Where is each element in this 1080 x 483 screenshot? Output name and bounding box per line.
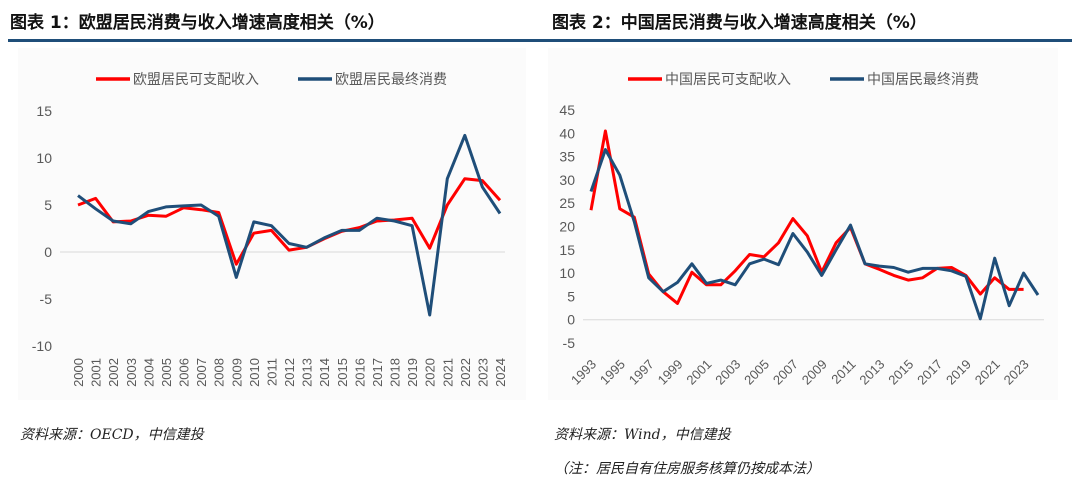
right-chart-title: 图表 2：中国居民消费与收入增速高度相关（%） (552, 13, 927, 33)
x-tick-label: 2021 (440, 358, 455, 387)
legend-label: 中国居民可支配收入 (665, 71, 791, 87)
x-tick-label: 1993 (568, 357, 599, 388)
x-tick-label: 2006 (177, 358, 192, 387)
x-tick-label: 2009 (229, 358, 244, 387)
x-tick-label: 2013 (856, 357, 887, 388)
x-tick-label: 2020 (423, 358, 438, 387)
legend-label: 中国居民最终消费 (867, 71, 979, 87)
x-tick-label: 2013 (300, 358, 315, 387)
y-tick-label: 30 (559, 172, 575, 188)
x-tick-label: 2002 (106, 358, 121, 387)
x-tick-label: 1999 (655, 357, 686, 388)
x-tick-label: 2001 (683, 357, 714, 388)
legend-label: 欧盟居民最终消费 (335, 71, 447, 87)
x-tick-label: 2015 (885, 357, 916, 388)
left-chart-title: 图表 1：欧盟居民消费与收入增速高度相关（%） (10, 13, 385, 33)
x-tick-label: 2024 (493, 358, 508, 387)
y-tick-label: 5 (567, 288, 575, 304)
y-tick-label: 25 (559, 195, 575, 211)
x-tick-label: 1995 (597, 357, 628, 388)
x-tick-label: 2004 (141, 358, 156, 387)
right-line-chart: -5 0 5 10 15 20 25 30 35 40 45 19931995199719992001… (559, 71, 1044, 388)
y-tick-label: 45 (559, 102, 575, 118)
x-tick-label: 2001 (89, 358, 104, 387)
x-tick-label: 2003 (124, 358, 139, 387)
x-tick-label: 2018 (388, 358, 403, 387)
right-chart-panel: -5 0 5 10 15 20 25 30 35 40 45 1993 1995 1997 1999 2001… (548, 48, 1058, 400)
x-tick-label: 2011 (828, 357, 858, 387)
x-tick-label: 2019 (405, 358, 420, 387)
x-tick-label: 2000 (71, 358, 86, 387)
x-tick-label: 2005 (741, 357, 772, 388)
y-tick-label: -10 (32, 338, 52, 354)
y-tick-label: 40 (559, 125, 575, 141)
x-tick-label: 2008 (212, 358, 227, 387)
x-tick-label: 2017 (914, 357, 945, 388)
x-tick-label: 2019 (943, 357, 974, 388)
y-tick-label: -5 (563, 335, 576, 351)
x-tick-label: 2011 (264, 358, 279, 386)
y-tick-label: -5 (40, 291, 53, 307)
y-tick-label: 15 (559, 242, 575, 258)
x-tick-label: 2007 (194, 358, 209, 387)
x-tick-label: 1997 (626, 357, 657, 388)
x-tick-label: 2015 (335, 358, 350, 387)
x-tick-label: 2003 (712, 357, 743, 388)
y-tick-label: 35 (559, 149, 575, 165)
income-series-line (77, 177, 502, 266)
x-tick-label: 2009 (799, 357, 830, 388)
right-source: 资料来源：Wind，中信建投 (554, 427, 731, 443)
header-rule (8, 39, 1072, 42)
y-tick-label: 15 (36, 103, 52, 119)
x-tick-label: 2005 (159, 358, 174, 387)
x-tick-label: 2014 (317, 358, 332, 387)
left-source: 资料来源：OECD，中信建投 (20, 427, 204, 443)
y-tick-label: 5 (44, 197, 52, 213)
income-series-line (589, 129, 1024, 305)
consumption-series-line (77, 133, 502, 317)
legend-label: 欧盟居民可支配收入 (133, 71, 259, 87)
consumption-series-line (589, 148, 1040, 321)
x-tick-label: 2010 (247, 358, 262, 387)
x-tick-label: 2017 (370, 358, 385, 387)
x-tick-label: 2023 (1001, 357, 1032, 388)
left-chart-panel: -10 -5 0 5 10 15 2000 2001 2002 2003 2004 2005 2006 2… (18, 48, 526, 400)
y-tick-label: 10 (36, 150, 52, 166)
x-tick-label: 2021 (972, 357, 1003, 388)
y-tick-label: 20 (559, 219, 575, 235)
x-tick-label: 2012 (282, 358, 297, 387)
y-tick-label: 10 (559, 265, 575, 281)
y-tick-label: 0 (44, 244, 52, 260)
y-tick-label: 0 (567, 312, 575, 328)
x-tick-label: 2022 (458, 358, 473, 387)
x-tick-label: 2016 (352, 358, 367, 387)
x-tick-label: 2007 (770, 357, 801, 388)
right-note: （注：居民自有住房服务核算仍按成本法） (554, 461, 820, 477)
x-tick-label: 2023 (475, 358, 490, 387)
